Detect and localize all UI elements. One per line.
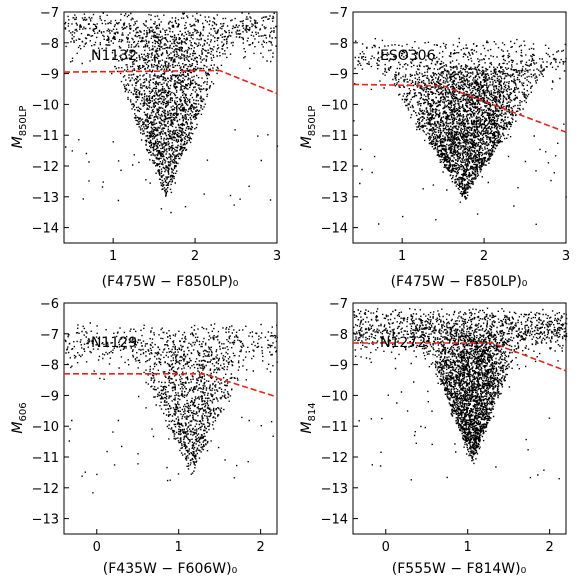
y-ticks: −6 −7 −8 −9 −10 −11 −12 −13 xyxy=(32,297,69,528)
y-ticks: −7 −8 −9 −10 −11 −12 −13 −14 xyxy=(32,6,69,237)
x-tick-label: 2 xyxy=(191,249,199,264)
scatter-points xyxy=(353,37,567,225)
x-tick-label: 1 xyxy=(464,540,472,555)
panel-n1129: 0 1 2 −6 −7 −8 −9 −10 −11 −12 −13 N1129 (F435W − … xyxy=(10,297,278,577)
y-tick-label: −12 xyxy=(321,451,348,466)
x-tick-label: 2 xyxy=(480,249,488,264)
x-ticks: 1 2 3 xyxy=(398,238,570,264)
scatter-point-cloud xyxy=(64,322,278,494)
y-tick-label: −11 xyxy=(32,129,59,144)
plot-frame xyxy=(63,302,278,535)
y-tick-label: −12 xyxy=(321,160,348,175)
y-tick-label: −9 xyxy=(40,68,59,83)
y-tick-label: −10 xyxy=(32,98,59,113)
y-tick-label: −12 xyxy=(32,160,59,175)
y-tick-label: −13 xyxy=(321,191,348,206)
y-tick-label: −9 xyxy=(329,359,348,374)
trend-line xyxy=(353,342,567,372)
trend-line xyxy=(63,69,278,95)
y-tick-label: −7 xyxy=(40,328,59,343)
y-tick-label: −13 xyxy=(32,191,59,206)
x-tick-label: 2 xyxy=(256,540,264,555)
y-ticks: −7 −8 −9 −10 −11 −12 −13 −14 xyxy=(321,297,358,528)
y-tick-label: −7 xyxy=(329,6,348,21)
y-tick-label: −6 xyxy=(40,297,59,312)
x-ticks: 0 1 2 xyxy=(93,529,265,555)
scatter-points xyxy=(64,12,279,214)
y-axis-label: M850LP xyxy=(299,106,318,149)
panel-eso306: 1 2 3 −7 −8 −9 −10 −11 −12 −13 −14 ESO306 (F475W … xyxy=(299,6,570,290)
x-axis-label: (F435W − F606W)₀ xyxy=(103,561,238,577)
y-tick-label: −11 xyxy=(32,451,59,466)
x-tick-label: 2 xyxy=(545,540,553,555)
x-tick-label: 3 xyxy=(562,249,570,264)
y-tick-label: −13 xyxy=(321,482,348,497)
y-axis-label: M814 xyxy=(299,402,318,433)
trend-line xyxy=(352,83,567,133)
x-tick-label: 1 xyxy=(398,249,406,264)
panel-title: N1272 xyxy=(380,335,426,351)
y-tick-label: −11 xyxy=(321,420,348,435)
y-axis-label: M850LP xyxy=(10,106,29,149)
x-tick-label: 0 xyxy=(382,540,390,555)
panel-title: N1129 xyxy=(91,335,137,351)
y-tick-label: −8 xyxy=(329,328,348,343)
scatter-point-cloud xyxy=(64,12,279,214)
y-axis-label: M606 xyxy=(10,402,29,433)
plot-frame xyxy=(63,11,278,244)
y-tick-label: −14 xyxy=(321,513,348,528)
scatter-points xyxy=(353,307,568,481)
y-tick-label: −7 xyxy=(40,6,59,21)
panel-title: ESO306 xyxy=(380,48,436,64)
panel-n1272: 0 1 2 −7 −8 −9 −10 −11 −12 −13 −14 N1272 (F555W −… xyxy=(299,297,568,577)
y-ticks: −7 −8 −9 −10 −11 −12 −13 −14 xyxy=(321,6,358,237)
y-tick-label: −10 xyxy=(321,98,348,113)
y-tick-label: −7 xyxy=(329,297,348,312)
y-tick-label: −9 xyxy=(329,68,348,83)
x-tick-label: 3 xyxy=(273,249,281,264)
scatter-points xyxy=(64,322,278,494)
x-ticks: 1 2 3 xyxy=(109,238,281,264)
y-tick-label: −9 xyxy=(40,389,59,404)
x-axis-label: (F475W − F850LP)₀ xyxy=(102,274,239,290)
x-tick-label: 1 xyxy=(175,540,183,555)
scatter-point-cloud xyxy=(353,307,568,481)
y-tick-label: −14 xyxy=(32,222,59,237)
y-tick-label: −13 xyxy=(32,513,59,528)
plot-frame xyxy=(352,11,567,244)
y-tick-label: −14 xyxy=(321,222,348,237)
y-tick-label: −10 xyxy=(321,389,348,404)
x-axis-label: (F475W − F850LP)₀ xyxy=(391,274,528,290)
y-tick-label: −8 xyxy=(329,37,348,52)
scatter-point-cloud xyxy=(353,37,567,225)
y-tick-label: −12 xyxy=(32,482,59,497)
trend-line xyxy=(64,373,278,398)
y-tick-label: −11 xyxy=(321,129,348,144)
y-tick-label: −8 xyxy=(40,37,59,52)
x-tick-label: 0 xyxy=(93,540,101,555)
x-ticks: 0 1 2 xyxy=(382,529,554,555)
y-tick-label: −8 xyxy=(40,359,59,374)
panel-n1132: 1 2 3 −7 −8 −9 −10 −11 −12 −13 −14 N1132 (F475W −… xyxy=(10,6,281,290)
x-axis-label: (F555W − F814W)₀ xyxy=(392,561,527,577)
plot-frame xyxy=(352,302,567,535)
x-tick-label: 1 xyxy=(109,249,117,264)
panel-title: N1132 xyxy=(91,48,137,64)
y-tick-label: −10 xyxy=(32,420,59,435)
